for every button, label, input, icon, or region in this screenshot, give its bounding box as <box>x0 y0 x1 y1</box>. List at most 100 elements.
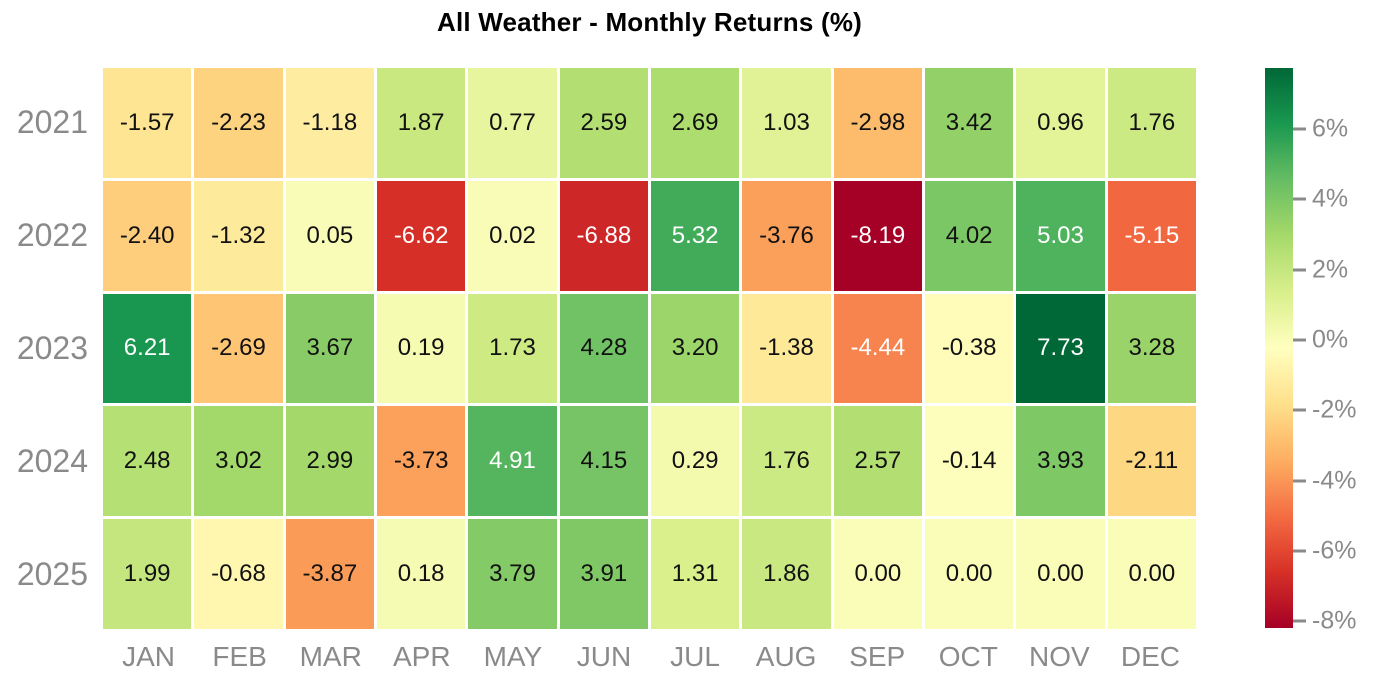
heatmap-cell: -3.73 <box>377 406 466 517</box>
heatmap-cell: -1.32 <box>194 180 283 291</box>
colorbar-tick: -8% <box>1293 607 1356 636</box>
heatmap-cell: 7.73 <box>1016 293 1105 404</box>
heatmap-cell: -5.15 <box>1107 180 1196 291</box>
heatmap-cell: -2.98 <box>833 68 922 178</box>
heatmap-cell: 0.02 <box>468 180 557 291</box>
heatmap-cell: -1.57 <box>103 68 192 178</box>
colorbar-tick-label: -8% <box>1312 606 1357 635</box>
heatmap-cell: -3.76 <box>742 180 831 291</box>
heatmap-cell: 1.73 <box>468 293 557 404</box>
chart-title: All Weather - Monthly Returns (%) <box>436 7 863 37</box>
heatmap-cell: 1.86 <box>742 519 831 629</box>
heatmap-cell: -0.14 <box>925 406 1014 517</box>
heatmap-cell: 4.28 <box>559 293 648 404</box>
colorbar-tick-label: 4% <box>1312 184 1349 213</box>
colorbar-tick-dash <box>1293 127 1306 131</box>
heatmap-cell: -2.11 <box>1107 406 1196 517</box>
heatmap-cell: -1.38 <box>742 293 831 404</box>
heatmap-cell: 0.05 <box>285 180 374 291</box>
heatmap-cell: 1.76 <box>1107 68 1196 178</box>
heatmap-cell: 2.57 <box>833 406 922 517</box>
x-axis-label: MAY <box>483 641 543 672</box>
colorbar-tick-dash <box>1293 479 1306 483</box>
y-axis-label: 2021 <box>16 104 88 141</box>
colorbar-tick-label: 6% <box>1312 114 1349 143</box>
heatmap-cell: 1.03 <box>742 68 831 178</box>
heatmap-cell: 3.28 <box>1107 293 1196 404</box>
heatmap-cell: 5.32 <box>651 180 740 291</box>
colorbar-tick: 2% <box>1293 255 1348 284</box>
colorbar-tick-label: -4% <box>1312 466 1357 495</box>
colorbar-tick-label: 0% <box>1312 325 1349 354</box>
y-axis-labels: 2021 2022 2023 2024 2025 <box>0 68 88 629</box>
colorbar-tick-dash <box>1293 619 1306 623</box>
colorbar-tick-label: -2% <box>1312 395 1357 424</box>
heatmap-cell: 6.21 <box>103 293 192 404</box>
heatmap-cell: 1.76 <box>742 406 831 517</box>
colorbar-tick: -4% <box>1293 466 1356 495</box>
heatmap-cell: 0.18 <box>377 519 466 629</box>
heatmap-cell: -8.19 <box>833 180 922 291</box>
heatmap-cell: -0.38 <box>925 293 1014 404</box>
heatmap-cell: 3.79 <box>468 519 557 629</box>
colorbar-tick: -2% <box>1293 396 1356 425</box>
heatmap-cell: 4.15 <box>559 406 648 517</box>
heatmap-cell: -4.44 <box>833 293 922 404</box>
y-axis-label: 2024 <box>16 442 88 479</box>
heatmap-cell: 0.77 <box>468 68 557 178</box>
heatmap-cell: 2.99 <box>285 406 374 517</box>
heatmap-cell: 1.99 <box>103 519 192 629</box>
heatmap-cell: -3.87 <box>285 519 374 629</box>
x-axis-label: JUL <box>670 641 720 672</box>
heatmap-cell: 3.67 <box>285 293 374 404</box>
heatmap-cell: -0.68 <box>194 519 283 629</box>
x-axis-label: JAN <box>122 641 175 672</box>
colorbar-tick-dash <box>1293 549 1306 553</box>
colorbar-tick: 0% <box>1293 325 1348 354</box>
y-axis-label: 2022 <box>16 217 88 254</box>
x-axis-label: JUN <box>576 641 632 672</box>
heatmap-cell: -2.69 <box>194 293 283 404</box>
heatmap-cell: 2.59 <box>559 68 648 178</box>
heatmap-cell: 1.87 <box>377 68 466 178</box>
colorbar-tick: 6% <box>1293 114 1348 143</box>
x-axis-label: AUG <box>755 641 817 672</box>
heatmap-cell: 3.91 <box>559 519 648 629</box>
y-axis-label: 2023 <box>16 329 88 366</box>
colorbar-tick-dash <box>1293 268 1306 272</box>
x-axis-label: SEP <box>849 641 906 672</box>
heatmap-cell: 0.29 <box>651 406 740 517</box>
heatmap-cell: -1.18 <box>285 68 374 178</box>
heatmap-cell: 3.02 <box>194 406 283 517</box>
colorbar: 6% 4% 2% 0% -2% -4% -6% -8% <box>1265 68 1356 635</box>
x-axis-label: NOV <box>1029 641 1090 672</box>
heatmap-cell: 3.42 <box>925 68 1014 178</box>
heatmap-cell: -2.23 <box>194 68 283 178</box>
heatmap-cell: 3.93 <box>1016 406 1105 517</box>
heatmap-cell: 3.20 <box>651 293 740 404</box>
colorbar-tick-label: 2% <box>1312 255 1349 284</box>
x-axis-label: FEB <box>212 641 267 672</box>
heatmap-cell: 1.31 <box>651 519 740 629</box>
y-axis-label: 2025 <box>16 555 88 592</box>
heatmap-cell: 0.00 <box>925 519 1014 629</box>
x-axis-label: DEC <box>1120 641 1181 672</box>
heatmap-cell: -6.62 <box>377 180 466 291</box>
colorbar-tick-dash <box>1293 338 1306 342</box>
x-axis-label: OCT <box>938 641 998 672</box>
heatmap-cell: 4.91 <box>468 406 557 517</box>
x-axis-labels: JAN FEB MAR APR MAY JUN JUL AUG SEP OCT NOV DEC <box>103 636 1196 678</box>
heatmap-cell: -2.40 <box>103 180 192 291</box>
heatmap-cell: -6.88 <box>559 180 648 291</box>
heatmap-cell: 0.00 <box>1107 519 1196 629</box>
heatmap-cell: 0.00 <box>833 519 922 629</box>
heatmap-cell: 0.00 <box>1016 519 1105 629</box>
heatmap-cell: 2.48 <box>103 406 192 517</box>
heatmap-cell: 2.69 <box>651 68 740 178</box>
colorbar-tick: 4% <box>1293 185 1348 214</box>
colorbar-gradient <box>1265 68 1293 628</box>
x-axis-label: MAR <box>299 641 362 672</box>
heatmap-cell: 0.19 <box>377 293 466 404</box>
heatmap-grid: -1.57 -2.23 -1.18 1.87 0.77 2.59 2.69 1.03 -2.98… <box>103 68 1196 629</box>
